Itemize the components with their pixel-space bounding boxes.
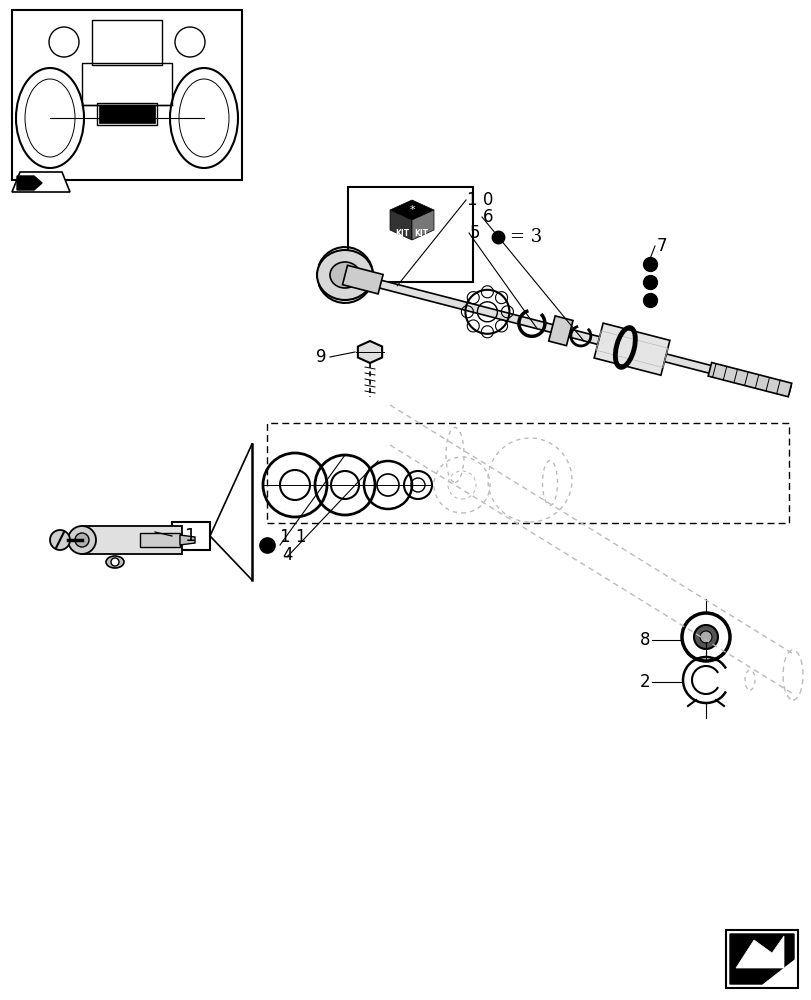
Circle shape (699, 631, 711, 643)
Text: 4: 4 (281, 546, 292, 564)
Polygon shape (735, 936, 783, 968)
Circle shape (111, 558, 119, 566)
Circle shape (68, 526, 96, 554)
Bar (82, 526, 182, 554)
Text: *: * (409, 205, 414, 215)
Bar (725, 930, 797, 988)
Text: 1 0: 1 0 (466, 191, 493, 209)
Polygon shape (411, 210, 433, 240)
Polygon shape (594, 323, 669, 375)
Polygon shape (366, 277, 790, 394)
Bar (139, 533, 180, 547)
Ellipse shape (316, 250, 372, 300)
Text: KIT: KIT (394, 229, 409, 237)
Bar (97, 103, 157, 125)
Circle shape (75, 533, 89, 547)
Bar (82, 63, 172, 105)
Text: 9: 9 (316, 348, 327, 366)
Ellipse shape (329, 262, 359, 288)
Text: 1: 1 (185, 527, 196, 545)
Bar (92, 20, 162, 65)
Text: 2: 2 (638, 673, 649, 691)
Bar (267, 423, 788, 523)
Bar (348, 187, 473, 282)
Polygon shape (729, 934, 793, 984)
Bar (172, 522, 210, 550)
Polygon shape (342, 265, 383, 294)
Polygon shape (548, 316, 573, 346)
Circle shape (693, 625, 717, 649)
Bar (99, 105, 155, 123)
Polygon shape (389, 210, 411, 240)
Polygon shape (17, 176, 42, 190)
Text: 1 1: 1 1 (280, 528, 306, 546)
Bar (12, 10, 242, 180)
Circle shape (50, 530, 70, 550)
Polygon shape (358, 341, 382, 363)
Text: 6: 6 (483, 208, 493, 226)
Text: 5: 5 (470, 224, 480, 242)
Polygon shape (707, 363, 791, 397)
Text: KIT: KIT (414, 229, 427, 237)
Polygon shape (389, 200, 433, 220)
Polygon shape (180, 535, 195, 545)
Polygon shape (12, 172, 70, 192)
Text: = 3: = 3 (509, 228, 542, 246)
Ellipse shape (106, 556, 124, 568)
Text: 7: 7 (656, 237, 667, 255)
Text: 8: 8 (639, 631, 649, 649)
